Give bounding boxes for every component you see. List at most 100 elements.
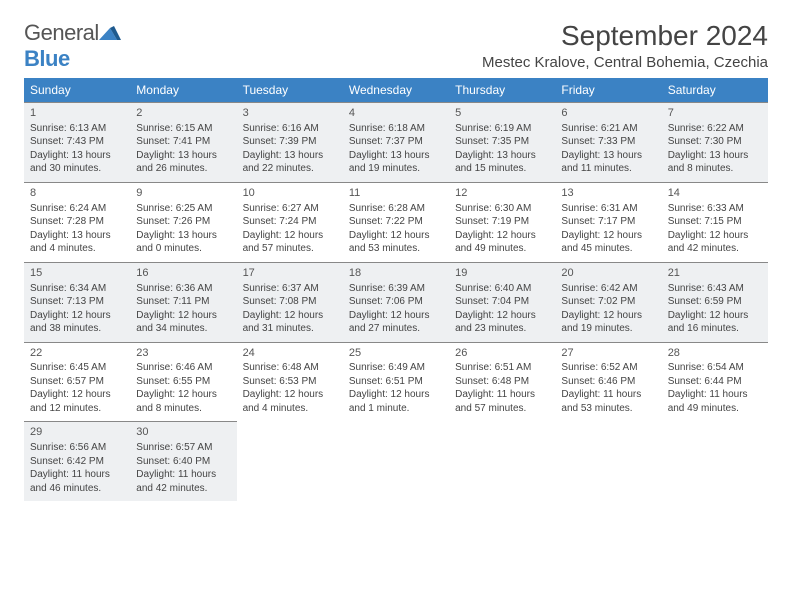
day-number: 2 <box>136 106 230 121</box>
day-cell <box>343 422 449 501</box>
daylight-line: Daylight: 12 hours and 16 minutes. <box>668 309 762 336</box>
weekday-header: Monday <box>130 78 236 103</box>
weekday-header: Thursday <box>449 78 555 103</box>
sunrise-line: Sunrise: 6:45 AM <box>30 361 124 375</box>
daylight-line: Daylight: 11 hours and 57 minutes. <box>455 388 549 415</box>
sunset-line: Sunset: 7:17 PM <box>561 215 655 229</box>
sunrise-line: Sunrise: 6:51 AM <box>455 361 549 375</box>
day-number: 20 <box>561 266 655 281</box>
day-cell: 9Sunrise: 6:25 AMSunset: 7:26 PMDaylight… <box>130 182 236 262</box>
day-cell: 17Sunrise: 6:37 AMSunset: 7:08 PMDayligh… <box>237 262 343 342</box>
sunset-line: Sunset: 6:57 PM <box>30 375 124 389</box>
day-cell: 24Sunrise: 6:48 AMSunset: 6:53 PMDayligh… <box>237 342 343 422</box>
daylight-line: Daylight: 12 hours and 57 minutes. <box>243 229 337 256</box>
week-row: 15Sunrise: 6:34 AMSunset: 7:13 PMDayligh… <box>24 262 768 342</box>
day-cell: 10Sunrise: 6:27 AMSunset: 7:24 PMDayligh… <box>237 182 343 262</box>
sunrise-line: Sunrise: 6:40 AM <box>455 282 549 296</box>
sunrise-line: Sunrise: 6:22 AM <box>668 122 762 136</box>
daylight-line: Daylight: 12 hours and 23 minutes. <box>455 309 549 336</box>
day-cell: 7Sunrise: 6:22 AMSunset: 7:30 PMDaylight… <box>662 103 768 183</box>
sunset-line: Sunset: 6:44 PM <box>668 375 762 389</box>
sunset-line: Sunset: 7:04 PM <box>455 295 549 309</box>
day-number: 4 <box>349 106 443 121</box>
sunset-line: Sunset: 6:40 PM <box>136 455 230 469</box>
sunset-line: Sunset: 6:48 PM <box>455 375 549 389</box>
day-cell <box>449 422 555 501</box>
day-cell: 12Sunrise: 6:30 AMSunset: 7:19 PMDayligh… <box>449 182 555 262</box>
sunrise-line: Sunrise: 6:31 AM <box>561 202 655 216</box>
sunrise-line: Sunrise: 6:28 AM <box>349 202 443 216</box>
day-cell: 15Sunrise: 6:34 AMSunset: 7:13 PMDayligh… <box>24 262 130 342</box>
day-cell: 11Sunrise: 6:28 AMSunset: 7:22 PMDayligh… <box>343 182 449 262</box>
sunset-line: Sunset: 7:37 PM <box>349 135 443 149</box>
sunrise-line: Sunrise: 6:19 AM <box>455 122 549 136</box>
sunrise-line: Sunrise: 6:46 AM <box>136 361 230 375</box>
day-cell: 14Sunrise: 6:33 AMSunset: 7:15 PMDayligh… <box>662 182 768 262</box>
day-number: 21 <box>668 266 762 281</box>
sunset-line: Sunset: 7:24 PM <box>243 215 337 229</box>
sunset-line: Sunset: 7:33 PM <box>561 135 655 149</box>
day-number: 28 <box>668 346 762 361</box>
sunset-line: Sunset: 7:06 PM <box>349 295 443 309</box>
day-number: 14 <box>668 186 762 201</box>
day-number: 27 <box>561 346 655 361</box>
daylight-line: Daylight: 11 hours and 42 minutes. <box>136 468 230 495</box>
day-number: 6 <box>561 106 655 121</box>
sunrise-line: Sunrise: 6:36 AM <box>136 282 230 296</box>
day-number: 23 <box>136 346 230 361</box>
sunrise-line: Sunrise: 6:57 AM <box>136 441 230 455</box>
sunset-line: Sunset: 6:59 PM <box>668 295 762 309</box>
day-number: 9 <box>136 186 230 201</box>
weekday-header: Sunday <box>24 78 130 103</box>
logo-text: GeneralBlue <box>24 20 121 72</box>
day-cell: 1Sunrise: 6:13 AMSunset: 7:43 PMDaylight… <box>24 103 130 183</box>
daylight-line: Daylight: 12 hours and 4 minutes. <box>243 388 337 415</box>
daylight-line: Daylight: 13 hours and 15 minutes. <box>455 149 549 176</box>
day-cell: 22Sunrise: 6:45 AMSunset: 6:57 PMDayligh… <box>24 342 130 422</box>
sunset-line: Sunset: 6:55 PM <box>136 375 230 389</box>
sunset-line: Sunset: 7:08 PM <box>243 295 337 309</box>
day-cell: 8Sunrise: 6:24 AMSunset: 7:28 PMDaylight… <box>24 182 130 262</box>
weekday-header: Tuesday <box>237 78 343 103</box>
calendar-table: SundayMondayTuesdayWednesdayThursdayFrid… <box>24 78 768 501</box>
daylight-line: Daylight: 11 hours and 53 minutes. <box>561 388 655 415</box>
week-row: 29Sunrise: 6:56 AMSunset: 6:42 PMDayligh… <box>24 422 768 501</box>
location: Mestec Kralove, Central Bohemia, Czechia <box>482 54 768 71</box>
day-cell <box>237 422 343 501</box>
day-number: 30 <box>136 425 230 440</box>
daylight-line: Daylight: 13 hours and 26 minutes. <box>136 149 230 176</box>
day-number: 7 <box>668 106 762 121</box>
day-number: 26 <box>455 346 549 361</box>
sunrise-line: Sunrise: 6:33 AM <box>668 202 762 216</box>
weekday-header: Wednesday <box>343 78 449 103</box>
daylight-line: Daylight: 12 hours and 19 minutes. <box>561 309 655 336</box>
sunrise-line: Sunrise: 6:56 AM <box>30 441 124 455</box>
daylight-line: Daylight: 12 hours and 49 minutes. <box>455 229 549 256</box>
daylight-line: Daylight: 11 hours and 49 minutes. <box>668 388 762 415</box>
daylight-line: Daylight: 13 hours and 30 minutes. <box>30 149 124 176</box>
day-number: 8 <box>30 186 124 201</box>
weekday-header: Friday <box>555 78 661 103</box>
week-row: 1Sunrise: 6:13 AMSunset: 7:43 PMDaylight… <box>24 103 768 183</box>
day-cell: 27Sunrise: 6:52 AMSunset: 6:46 PMDayligh… <box>555 342 661 422</box>
sunset-line: Sunset: 7:30 PM <box>668 135 762 149</box>
header: GeneralBlue September 2024 Mestec Kralov… <box>24 20 768 72</box>
day-number: 12 <box>455 186 549 201</box>
daylight-line: Daylight: 13 hours and 4 minutes. <box>30 229 124 256</box>
sunset-line: Sunset: 7:11 PM <box>136 295 230 309</box>
day-cell: 26Sunrise: 6:51 AMSunset: 6:48 PMDayligh… <box>449 342 555 422</box>
sunrise-line: Sunrise: 6:18 AM <box>349 122 443 136</box>
daylight-line: Daylight: 12 hours and 53 minutes. <box>349 229 443 256</box>
sunset-line: Sunset: 7:26 PM <box>136 215 230 229</box>
sunrise-line: Sunrise: 6:21 AM <box>561 122 655 136</box>
daylight-line: Daylight: 13 hours and 11 minutes. <box>561 149 655 176</box>
sunrise-line: Sunrise: 6:48 AM <box>243 361 337 375</box>
sunrise-line: Sunrise: 6:42 AM <box>561 282 655 296</box>
sunrise-line: Sunrise: 6:25 AM <box>136 202 230 216</box>
day-cell: 6Sunrise: 6:21 AMSunset: 7:33 PMDaylight… <box>555 103 661 183</box>
day-cell <box>555 422 661 501</box>
sunrise-line: Sunrise: 6:24 AM <box>30 202 124 216</box>
day-cell: 5Sunrise: 6:19 AMSunset: 7:35 PMDaylight… <box>449 103 555 183</box>
day-cell: 28Sunrise: 6:54 AMSunset: 6:44 PMDayligh… <box>662 342 768 422</box>
day-number: 17 <box>243 266 337 281</box>
